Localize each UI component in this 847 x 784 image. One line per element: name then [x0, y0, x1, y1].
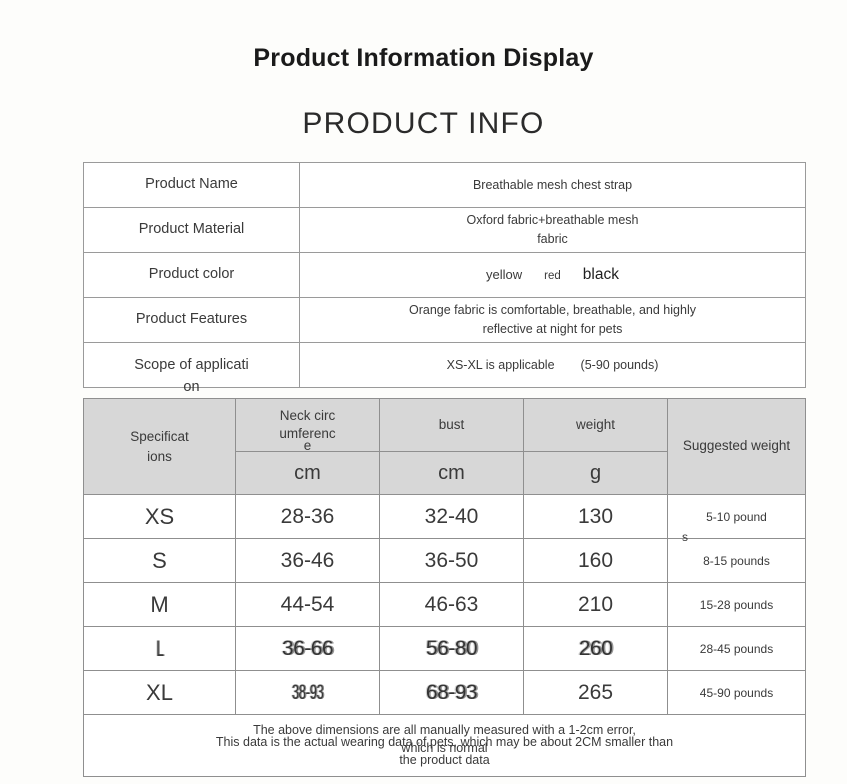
neck-value-xs: 28-36 — [235, 494, 380, 539]
info-label-product-color: Product color — [83, 252, 300, 298]
spec-line-2: ions — [147, 448, 172, 464]
bust-value-xs: 32-40 — [379, 494, 524, 539]
header-bust: bust — [379, 398, 524, 452]
suggested-weight-m: 15-28 pounds — [667, 582, 806, 627]
scope-size-range: XS-XL is applicable — [446, 357, 555, 372]
disclaimer-measurement-error: The above dimensions are all manually me… — [84, 721, 805, 757]
header-bust-unit: cm — [379, 451, 524, 495]
info-label-product-features: Product Features — [83, 297, 300, 343]
header-suggested-weight: Suggested weight — [667, 398, 806, 495]
header-weight-unit: g — [523, 451, 668, 495]
table-row: Product Features Orange fabric is comfor… — [83, 297, 806, 343]
neck-value-m: 44-54 — [235, 582, 380, 627]
suggested-weight-xl: 45-90 pounds — [667, 670, 806, 715]
features-line-2: reflective at night for pets — [482, 322, 623, 336]
table-row: Product Name Breathable mesh chest strap — [83, 162, 806, 208]
header-weight: weight — [523, 398, 668, 452]
suggested-weight-xs: 5-10 pound s — [667, 494, 806, 543]
size-chart-table: Specificat ions Neck circ umferenc e bus… — [83, 398, 806, 777]
bust-value-m: 46-63 — [379, 582, 524, 627]
neck-line-2: umferenc — [279, 426, 336, 441]
info-label-scope-of-application: Scope of applicati on — [83, 342, 300, 395]
material-line-2: fabric — [537, 232, 568, 246]
weight-value-xs: 130 — [523, 494, 668, 539]
info-value-scope-of-application: XS-XL is applicable (5-90 pounds) — [299, 342, 806, 388]
bust-value-s: 36-50 — [379, 538, 524, 583]
scope-label-wrap: Scope of applicati on — [84, 354, 299, 395]
disclaimer-a-line-2: which is normal — [401, 741, 488, 756]
header-neck-unit: cm — [235, 451, 380, 495]
weight-value-s: 160 — [523, 538, 668, 583]
disclaimer-b-line-2: the product data — [399, 753, 490, 768]
features-line-1: Orange fabric is comfortable, breathable… — [409, 303, 696, 318]
material-line-1: Oxford fabric+breathable mesh — [466, 213, 639, 228]
size-label-xl: XL — [83, 670, 236, 715]
table-row: S 36-46 36-50 160 8-15 pounds — [83, 538, 806, 583]
info-label-product-material: Product Material — [83, 207, 300, 253]
disclaimer-wearing-data: This data is the actual wearing data of … — [84, 733, 805, 769]
neck-value-s: 36-46 — [235, 538, 380, 583]
color-option-yellow: yellow — [486, 267, 523, 283]
info-value-product-name: Breathable mesh chest strap — [299, 162, 806, 208]
info-value-product-features: Orange fabric is comfortable, breathable… — [299, 297, 806, 343]
neck-value-xl: 38-93 — [235, 670, 380, 715]
header-neck-circumference: Neck circ umferenc e — [235, 398, 380, 453]
scope-label-line-1: Scope of applicati — [134, 357, 249, 373]
scope-label-line-2-overflow: on — [183, 379, 200, 395]
table-row: XS 28-36 32-40 130 5-10 pound s — [83, 494, 806, 543]
info-label-product-name: Product Name — [83, 162, 300, 208]
table-row: L 36-66 56-80 260 28-45 pounds — [83, 626, 806, 671]
disclaimer-a-line-1: The above dimensions are all manually me… — [253, 723, 636, 737]
table-row: Scope of applicati on XS-XL is applicabl… — [83, 342, 806, 395]
table-row: Product color yellow red black — [83, 252, 806, 298]
weight-value-xl: 265 — [523, 670, 668, 715]
weight-value-l: 260 — [523, 626, 668, 671]
weight-value-m: 210 — [523, 582, 668, 627]
size-label-m: M — [83, 582, 236, 627]
table-row: Product Material Oxford fabric+breathabl… — [83, 207, 806, 253]
size-table-note-row: The above dimensions are all manually me… — [83, 714, 806, 777]
product-info-table: Product Name Breathable mesh chest strap… — [83, 162, 806, 395]
header-specifications: Specificat ions — [83, 398, 236, 495]
size-header-row-primary: Specificat ions Neck circ umferenc e bus… — [83, 398, 806, 495]
size-header-row-units: cm cm g — [84, 451, 806, 495]
neck-line-1: Neck circ — [279, 407, 336, 423]
suggested-xs-text: 5-10 pound — [706, 509, 767, 524]
suggested-weight-s: 8-15 pounds — [667, 538, 806, 583]
neck-label-overflow-char: e — [303, 438, 312, 453]
scope-value-row: XS-XL is applicable (5-90 pounds) — [300, 356, 805, 375]
bust-value-xl: 68-93 — [379, 670, 524, 715]
page-title: Product Information Display — [253, 44, 594, 72]
disclaimer-b-line-1: This data is the actual wearing data of … — [215, 735, 674, 749]
info-value-product-color: yellow red black — [299, 252, 806, 298]
size-label-xs: XS — [83, 494, 236, 539]
neck-value-l: 36-66 — [235, 626, 380, 671]
spec-line-1: Specificat — [130, 428, 189, 444]
table-row: XL 38-93 68-93 265 45-90 pounds — [83, 670, 806, 715]
size-label-s: S — [83, 538, 236, 583]
info-value-product-material: Oxford fabric+breathable mesh fabric — [299, 207, 806, 253]
color-swatch-list: yellow red black — [300, 263, 805, 286]
color-option-black: black — [582, 266, 619, 284]
bust-value-l: 56-80 — [379, 626, 524, 671]
size-label-l: L — [83, 626, 236, 671]
table-row: M 44-54 46-63 210 15-28 pounds — [83, 582, 806, 627]
measurement-disclaimer: The above dimensions are all manually me… — [83, 714, 806, 777]
scope-weight-range: (5-90 pounds) — [580, 357, 659, 372]
suggested-weight-l: 28-45 pounds — [667, 626, 806, 671]
page-subtitle: PRODUCT INFO — [302, 107, 545, 140]
color-option-red: red — [544, 270, 561, 283]
